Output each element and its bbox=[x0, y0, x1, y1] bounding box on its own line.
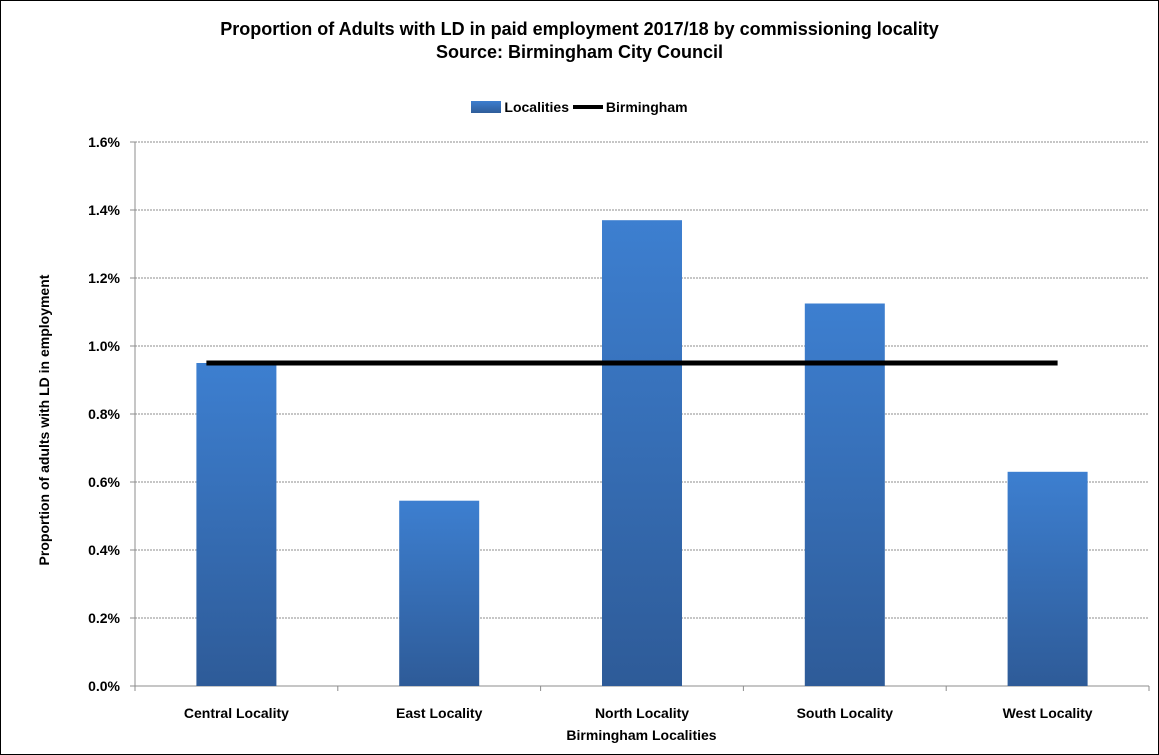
legend-item-birmingham: Birmingham bbox=[572, 99, 688, 116]
legend-label-birmingham: Birmingham bbox=[605, 99, 688, 116]
y-tick-label: 0.4% bbox=[88, 542, 120, 558]
y-tick-label: 1.4% bbox=[88, 202, 120, 218]
chart-title-line-1: Proportion of Adults with LD in paid emp… bbox=[220, 19, 939, 39]
chart-title-line-2: Source: Birmingham City Council bbox=[435, 42, 724, 62]
x-tick-label: West Locality bbox=[1003, 705, 1093, 721]
legend-swatch-birmingham bbox=[572, 105, 603, 110]
x-tick-label: South Locality bbox=[797, 705, 894, 721]
y-tick-label: 0.8% bbox=[88, 406, 120, 422]
bar-west-locality bbox=[1007, 471, 1088, 686]
legend: Localities Birmingham bbox=[0, 98, 1159, 115]
y-tick-label: 0.6% bbox=[88, 474, 120, 490]
bar-series bbox=[196, 220, 1088, 686]
y-tick-label: 0.0% bbox=[88, 678, 120, 694]
y-tick-label: 1.6% bbox=[88, 134, 120, 150]
legend-item-localities: Localities bbox=[471, 99, 569, 115]
legend-swatch-localities bbox=[471, 101, 502, 114]
bar-north-locality bbox=[602, 220, 682, 686]
y-tick-label: 1.2% bbox=[88, 270, 120, 286]
x-tick-label: North Locality bbox=[595, 705, 689, 721]
x-tick-label: East Locality bbox=[396, 705, 483, 721]
y-tick-label: 1.0% bbox=[88, 338, 120, 354]
chart-title: Proportion of Adults with LD in paid emp… bbox=[0, 18, 1159, 64]
x-axis-label: Birmingham Localities bbox=[566, 727, 717, 743]
legend-label-localities: Localities bbox=[504, 99, 569, 116]
y-tick-labels: 0.0% 0.2% 0.4% 0.6% 0.8% 1.0% 1.2% 1.4% 1.6% bbox=[88, 134, 120, 694]
bar-east-locality bbox=[399, 500, 480, 686]
bar-south-locality bbox=[804, 303, 885, 686]
x-tick-labels: Central Locality East Locality North Local… bbox=[184, 705, 1093, 721]
x-tick-label: Central Locality bbox=[184, 705, 289, 721]
y-tick-label: 0.2% bbox=[88, 610, 120, 626]
bar-central-locality bbox=[196, 363, 277, 686]
